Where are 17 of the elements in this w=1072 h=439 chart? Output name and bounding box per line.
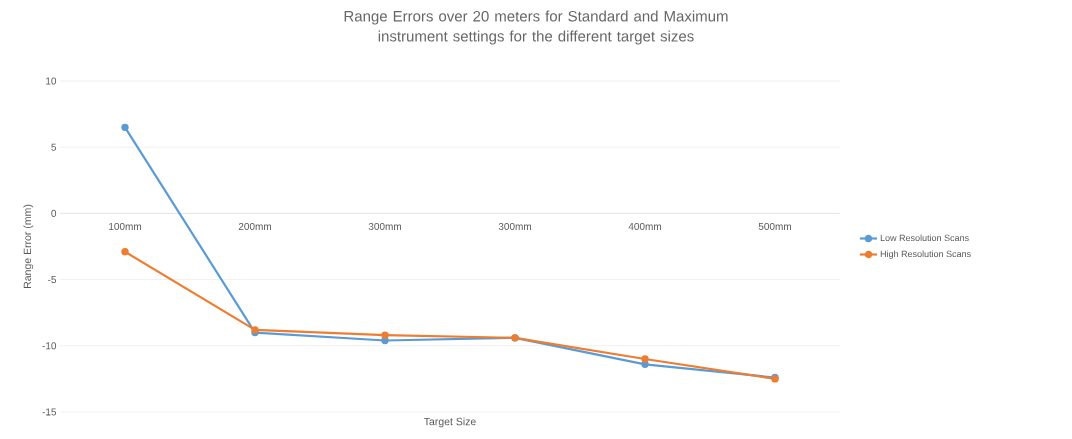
x-tick-label: 200mm [238, 222, 272, 230]
x-axis-title: Target Size [423, 417, 476, 428]
y-tick-label: -10 [42, 342, 57, 350]
x-tick-label: 300mm [368, 222, 402, 230]
y-tick-label: 10 [46, 77, 57, 85]
legend-label: High Resolution Scans [880, 250, 971, 259]
y-axis-title: Range Error (mm) [23, 204, 34, 288]
y-tick-label: -5 [48, 276, 57, 284]
legend-label: Low Resolution Scans [880, 234, 969, 242]
x-tick-label: 400mm [628, 222, 661, 230]
chart-title: Range Errors over 20 meters for Standard and Maximum instrument settings for the different target sizes [344, 10, 728, 45]
y-tick-label: 5 [51, 143, 57, 151]
x-tick-label: 300mm [498, 222, 532, 230]
x-tick-label: 100mm [109, 222, 142, 230]
y-tick-label: 0 [51, 209, 57, 217]
y-tick-label: -15 [42, 408, 57, 416]
x-tick-label: 500mm [758, 222, 791, 230]
